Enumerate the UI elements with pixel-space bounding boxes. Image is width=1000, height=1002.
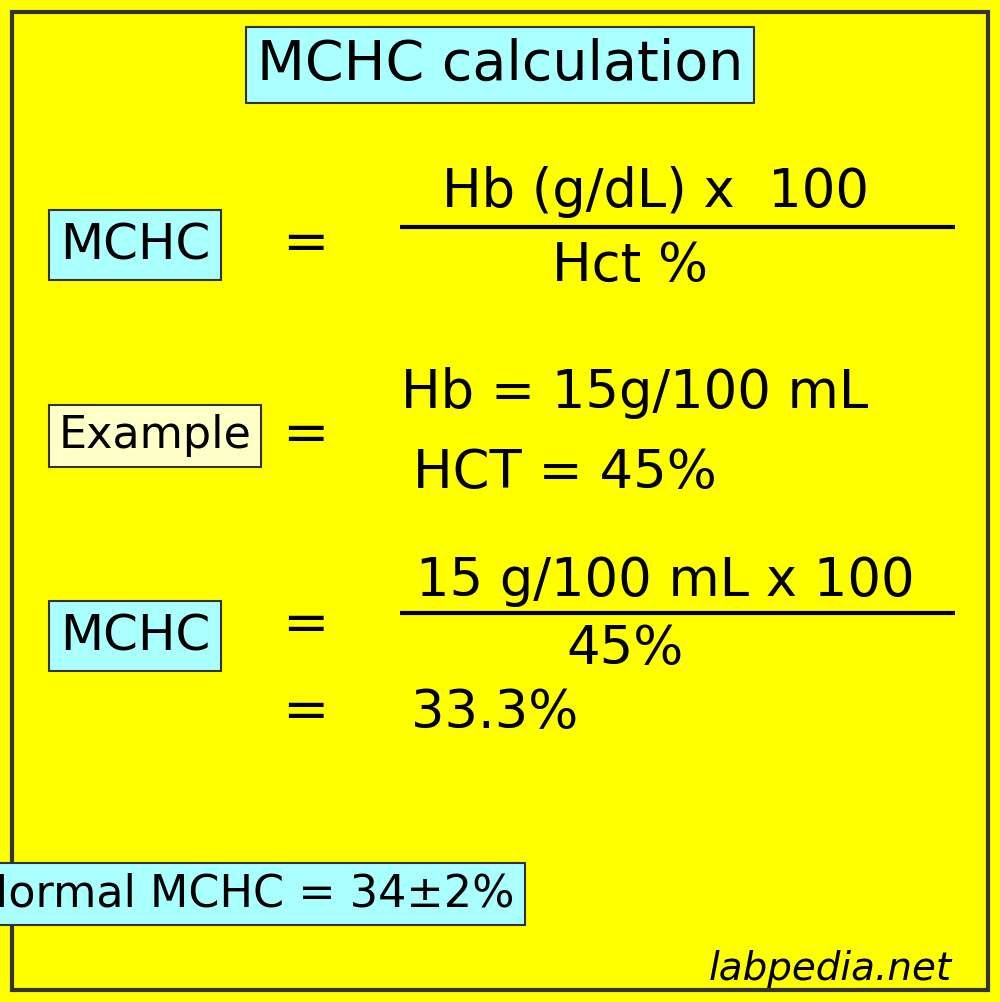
Text: Hct %: Hct % xyxy=(552,239,708,292)
Text: =: = xyxy=(282,686,328,740)
Text: 15 g/100 mL x 100: 15 g/100 mL x 100 xyxy=(416,555,914,607)
Text: MCHC: MCHC xyxy=(60,612,210,660)
Text: Hb = 15g/100 mL: Hb = 15g/100 mL xyxy=(401,367,869,419)
Text: 33.3%: 33.3% xyxy=(411,687,579,739)
Text: MCHC calculation: MCHC calculation xyxy=(257,38,743,92)
Text: HCT = 45%: HCT = 45% xyxy=(413,447,717,499)
FancyBboxPatch shape xyxy=(12,12,988,990)
Text: Hb (g/dL) x  100: Hb (g/dL) x 100 xyxy=(442,166,868,218)
Text: Normal MCHC = 34±2%: Normal MCHC = 34±2% xyxy=(0,873,515,915)
Text: 45%: 45% xyxy=(566,623,684,675)
Text: labpedia.net: labpedia.net xyxy=(708,950,952,988)
Text: =: = xyxy=(282,409,328,463)
Text: Example: Example xyxy=(59,415,251,457)
Text: MCHC: MCHC xyxy=(60,221,210,270)
Text: =: = xyxy=(282,218,328,273)
Text: =: = xyxy=(282,599,328,653)
